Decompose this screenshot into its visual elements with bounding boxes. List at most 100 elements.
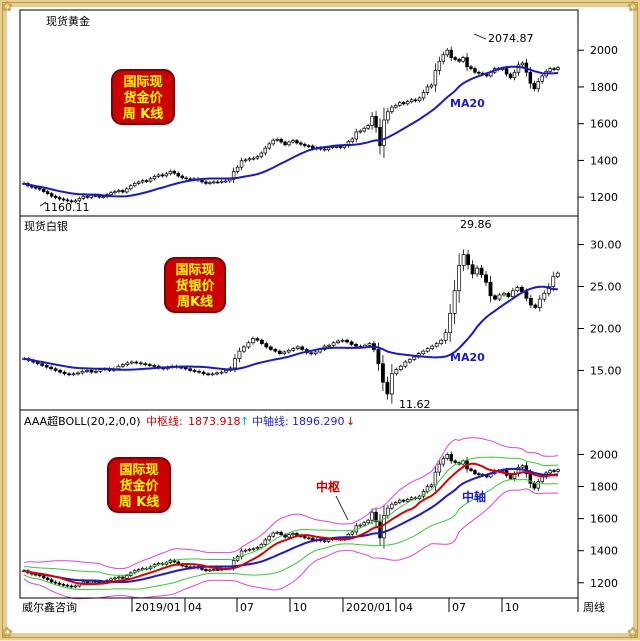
gold-candle <box>272 140 275 144</box>
silver-candle <box>328 345 331 346</box>
gold-candle <box>541 76 544 82</box>
silver-badge: 国际现 货银价 周K线 <box>165 258 225 312</box>
boll-candle <box>205 569 208 570</box>
silver-candle <box>94 371 97 372</box>
boll-candle <box>323 541 326 542</box>
boll-y-tick-label: 1800 <box>590 481 618 494</box>
gold-candle <box>205 182 208 183</box>
silver-candle <box>368 344 371 346</box>
boll-y-tick-label: 2000 <box>590 448 618 461</box>
gold-low-label: 1160.11 <box>44 201 90 214</box>
silver-badge-line-1: 国际现 <box>175 263 214 278</box>
boll-candle <box>402 500 405 501</box>
boll-candle <box>521 466 524 468</box>
silver-candle <box>121 365 124 367</box>
gold-candle <box>426 87 429 93</box>
boll-axis-label: 中轴线: <box>252 414 289 428</box>
gold-candle <box>406 102 409 104</box>
gold-candle <box>201 180 204 182</box>
silver-candle <box>354 344 357 346</box>
x-tick-label: 10 <box>293 601 307 614</box>
boll-indicator-name: AAA超BOLL(20,2,0,0) <box>24 414 141 428</box>
silver-badge-line-3: 周K线 <box>177 294 213 310</box>
gold-candle <box>145 181 148 182</box>
gold-candle <box>240 161 243 167</box>
gold-candle <box>422 92 425 98</box>
silver-panel-title: 现货白银 <box>24 219 68 233</box>
silver-candle <box>256 339 259 341</box>
boll-candle <box>549 470 552 472</box>
gold-candle <box>323 149 326 150</box>
gold-candle <box>394 105 397 107</box>
boll-candle <box>430 485 433 487</box>
silver-candle <box>283 352 286 354</box>
silver-candle <box>390 374 393 394</box>
boll-candle <box>121 577 124 578</box>
silver-candle <box>117 366 120 369</box>
gold-badge-line-1: 国际现 <box>123 75 162 90</box>
gold-candle <box>185 178 188 179</box>
silver-y-tick-label: 20.00 <box>590 322 622 335</box>
silver-candle <box>211 374 214 375</box>
gold-candle <box>256 157 259 158</box>
silver-candle <box>543 293 546 299</box>
gold-candle <box>387 112 390 120</box>
gold-candle <box>141 181 144 182</box>
gold-candle <box>454 58 457 60</box>
boll-candle <box>557 470 560 472</box>
gold-candle <box>363 128 366 131</box>
silver-candle <box>556 273 559 276</box>
silver-candle <box>215 373 218 374</box>
silver-candle <box>332 343 335 346</box>
boll-candle <box>280 532 283 534</box>
silver-candle <box>516 287 519 290</box>
boll-candle <box>54 582 57 583</box>
silver-candle <box>440 340 443 343</box>
silver-candle <box>381 364 384 382</box>
silver-candle <box>224 370 227 372</box>
gold-y-tick-label: 1800 <box>590 81 618 94</box>
boll-candle <box>272 533 275 536</box>
gold-candle <box>220 181 223 182</box>
gold-candle <box>129 186 132 189</box>
x-tick-label: 10 <box>505 601 519 614</box>
silver-candle <box>50 367 53 369</box>
gold-candle <box>478 72 481 73</box>
gold-candle <box>110 193 113 195</box>
gold-candle <box>82 196 85 198</box>
gold-candle <box>379 127 382 145</box>
gold-candle <box>446 50 449 55</box>
gold-candle <box>252 158 255 159</box>
boll-candle <box>185 566 188 567</box>
gold-candle <box>549 69 552 72</box>
boll-badge-line-2: 货金价 <box>119 478 159 494</box>
gold-candle <box>86 196 89 197</box>
boll-candle <box>268 536 271 540</box>
boll-candle <box>288 535 291 537</box>
gold-candle <box>216 182 219 183</box>
silver-candle <box>467 255 470 265</box>
boll-candle <box>359 525 362 526</box>
silver-candle <box>480 268 483 275</box>
boll-candle <box>125 576 128 579</box>
boll-candle <box>537 482 540 488</box>
footer-period: 周线 <box>583 600 605 614</box>
boll-mid-label: 中枢线: <box>146 414 183 428</box>
silver-candle <box>538 299 541 307</box>
boll-candle <box>248 549 251 550</box>
boll-candle <box>212 569 215 570</box>
silver-candle <box>350 342 353 345</box>
silver-candle <box>493 296 496 299</box>
boll-mid-value: 1873.918 <box>188 415 241 428</box>
boll-candle <box>303 537 306 538</box>
y-axis-ticks: 2000180016001400120030.0025.0020.0015.00… <box>578 44 622 590</box>
silver-candle <box>341 340 344 341</box>
gold-candle <box>284 142 287 145</box>
gold-candle <box>438 61 441 70</box>
silver-candle <box>72 374 75 375</box>
gold-candle <box>371 116 374 125</box>
boll-candle <box>379 522 382 538</box>
silver-candle <box>220 372 223 373</box>
silver-candle <box>422 351 425 354</box>
silver-candle <box>292 349 295 351</box>
